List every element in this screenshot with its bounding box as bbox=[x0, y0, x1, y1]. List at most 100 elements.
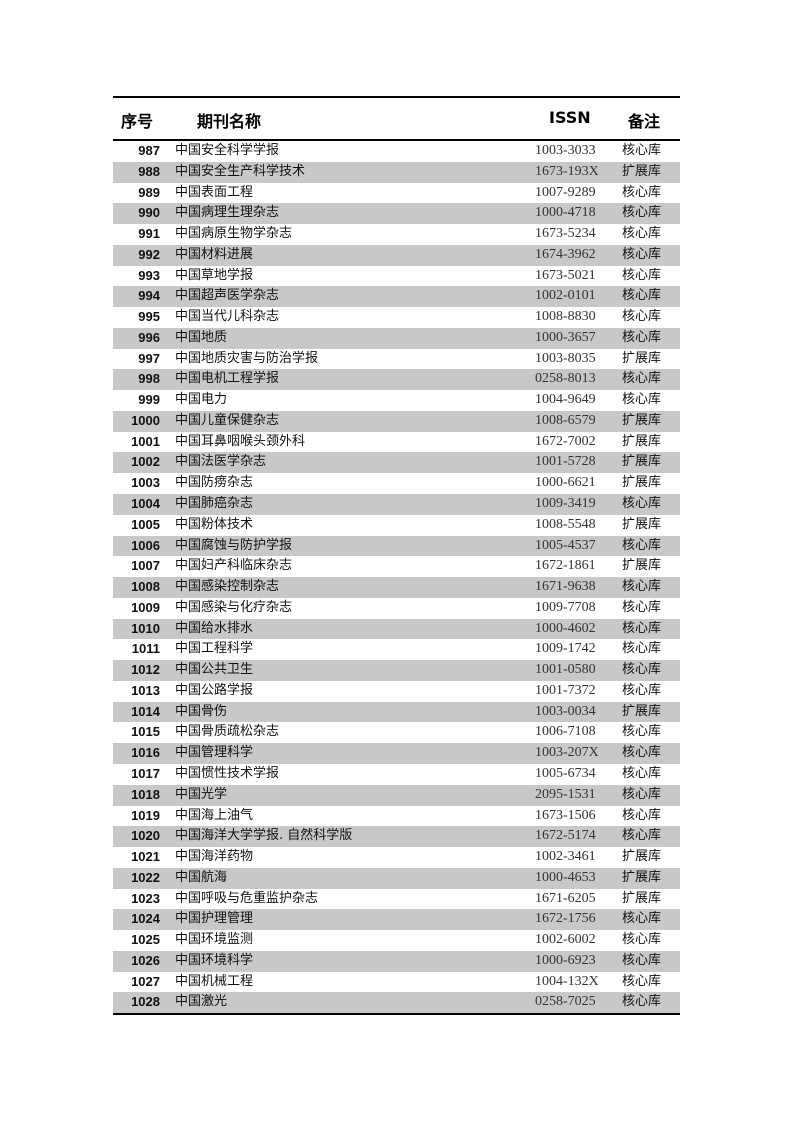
row-number: 1024 bbox=[131, 911, 160, 927]
issn: 1001-0580 bbox=[535, 662, 596, 678]
issn: 1000-4602 bbox=[535, 620, 596, 636]
row-number: 1019 bbox=[131, 807, 160, 823]
row-number: 1015 bbox=[131, 724, 160, 740]
note: 核心库 bbox=[622, 745, 662, 761]
row-number: 991 bbox=[138, 226, 160, 242]
note: 核心库 bbox=[622, 952, 662, 968]
note: 核心库 bbox=[622, 641, 662, 657]
row-number: 995 bbox=[138, 309, 160, 325]
issn: 1009-7708 bbox=[535, 599, 596, 615]
journal-name: 中国海洋药物 bbox=[175, 849, 254, 865]
note: 扩展库 bbox=[622, 350, 662, 366]
row-number: 1009 bbox=[131, 599, 160, 615]
table-row: 1028 中国激光 0258-7025 核心库 bbox=[113, 992, 680, 1014]
issn: 1673-5234 bbox=[535, 226, 596, 242]
table-row: 1001 中国耳鼻咽喉头颈外科 1672-7002 扩展库 bbox=[113, 432, 680, 453]
table-row: 1012 中国公共卫生 1001-0580 核心库 bbox=[113, 660, 680, 681]
note: 核心库 bbox=[622, 682, 662, 698]
table-row: 1013 中国公路学报 1001-7372 核心库 bbox=[113, 681, 680, 702]
issn: 1002-3461 bbox=[535, 849, 596, 865]
journal-name: 中国地质灾害与防治学报 bbox=[175, 350, 319, 366]
header-issn: ISSN bbox=[549, 108, 591, 127]
journal-name: 中国安全科学学报 bbox=[175, 143, 280, 158]
journal-name: 中国妇产科临床杂志 bbox=[175, 558, 293, 574]
journal-name: 中国骨伤 bbox=[175, 703, 228, 719]
issn: 1000-6621 bbox=[535, 475, 596, 491]
row-number: 1012 bbox=[131, 662, 160, 678]
issn: 1009-1742 bbox=[535, 641, 596, 657]
table-row: 1024 中国护理管理 1672-1756 核心库 bbox=[113, 909, 680, 931]
table-row: 1025 中国环境监测 1002-6002 核心库 bbox=[113, 930, 680, 951]
issn: 1003-3033 bbox=[535, 143, 596, 158]
bottom-rule bbox=[113, 1013, 680, 1016]
note: 核心库 bbox=[622, 786, 662, 802]
table-row: 991 中国病原生物学杂志 1673-5234 核心库 bbox=[113, 224, 680, 245]
table-row: 999 中国电力 1004-9649 核心库 bbox=[113, 390, 680, 411]
issn: 1000-3657 bbox=[535, 329, 596, 345]
note: 扩展库 bbox=[622, 412, 662, 428]
issn: 1672-1861 bbox=[535, 558, 596, 574]
table-row: 1022 中国航海 1000-4653 扩展库 bbox=[113, 867, 680, 889]
row-number: 998 bbox=[138, 371, 160, 387]
row-number: 1007 bbox=[131, 558, 160, 574]
issn: 1674-3962 bbox=[535, 246, 596, 262]
journal-name: 中国管理科学 bbox=[175, 745, 254, 761]
row-number: 999 bbox=[138, 392, 160, 408]
row-number: 1016 bbox=[131, 745, 160, 761]
row-number: 1008 bbox=[131, 579, 160, 595]
row-number: 1005 bbox=[131, 516, 160, 532]
journal-name: 中国超声医学杂志 bbox=[175, 288, 280, 304]
table-row: 993 中国草地学报 1673-5021 核心库 bbox=[113, 266, 680, 287]
row-number: 1018 bbox=[131, 786, 160, 802]
table-row: 1021 中国海洋药物 1002-3461 扩展库 bbox=[113, 847, 680, 868]
journal-name: 中国海洋大学学报. 自然科学版 bbox=[175, 828, 353, 844]
row-number: 1017 bbox=[131, 765, 160, 781]
note: 核心库 bbox=[622, 226, 662, 242]
note: 核心库 bbox=[622, 579, 662, 595]
journal-name: 中国腐蚀与防护学报 bbox=[175, 537, 293, 553]
issn: 1005-4537 bbox=[535, 537, 596, 553]
table-row: 1016 中国管理科学 1003-207X 核心库 bbox=[113, 743, 680, 764]
issn: 1008-6579 bbox=[535, 412, 596, 428]
row-number: 1006 bbox=[131, 537, 160, 553]
note: 核心库 bbox=[622, 371, 662, 387]
row-number: 997 bbox=[138, 350, 160, 366]
journal-name: 中国耳鼻咽喉头颈外科 bbox=[175, 433, 306, 449]
journal-name: 中国给水排水 bbox=[175, 620, 254, 636]
row-number: 996 bbox=[138, 329, 160, 345]
issn: 1003-0034 bbox=[535, 703, 596, 719]
journal-name: 中国公共卫生 bbox=[175, 662, 254, 678]
row-number: 1027 bbox=[131, 973, 160, 989]
note: 扩展库 bbox=[622, 558, 662, 574]
journal-name: 中国粉体技术 bbox=[175, 516, 254, 532]
table-row: 1027 中国机械工程 1004-132X 核心库 bbox=[113, 972, 680, 993]
note: 核心库 bbox=[622, 537, 662, 553]
row-number: 1025 bbox=[131, 932, 160, 948]
journal-name: 中国法医学杂志 bbox=[175, 454, 267, 470]
issn: 1009-3419 bbox=[535, 496, 596, 512]
table-row: 1008 中国感染控制杂志 1671-9638 核心库 bbox=[113, 577, 680, 598]
note: 核心库 bbox=[622, 973, 662, 989]
issn: 1672-5174 bbox=[535, 828, 596, 844]
row-number: 1004 bbox=[131, 496, 160, 512]
table-row: 1017 中国惯性技术学报 1005-6734 核心库 bbox=[113, 764, 680, 785]
header-name: 期刊名称 bbox=[197, 112, 262, 131]
issn: 1001-7372 bbox=[535, 682, 596, 698]
header-no: 序号 bbox=[121, 112, 154, 131]
note: 扩展库 bbox=[622, 849, 662, 865]
row-number: 1001 bbox=[131, 433, 160, 449]
table-row: 1002 中国法医学杂志 1001-5728 扩展库 bbox=[113, 452, 680, 474]
note: 核心库 bbox=[622, 994, 662, 1010]
table-row: 995 中国当代儿科杂志 1008-8830 核心库 bbox=[113, 307, 680, 328]
note: 扩展库 bbox=[622, 475, 662, 491]
journal-name: 中国病原生物学杂志 bbox=[175, 226, 293, 242]
journal-name: 中国儿童保健杂志 bbox=[175, 412, 280, 428]
note: 核心库 bbox=[622, 765, 662, 781]
header-note: 备注 bbox=[628, 112, 661, 131]
journal-name: 中国草地学报 bbox=[175, 267, 254, 283]
note: 核心库 bbox=[622, 184, 662, 200]
row-number: 994 bbox=[138, 288, 160, 304]
journal-name: 中国环境监测 bbox=[175, 932, 254, 948]
table-row: 992 中国材料进展 1674-3962 核心库 bbox=[113, 244, 680, 266]
note: 核心库 bbox=[622, 828, 662, 844]
